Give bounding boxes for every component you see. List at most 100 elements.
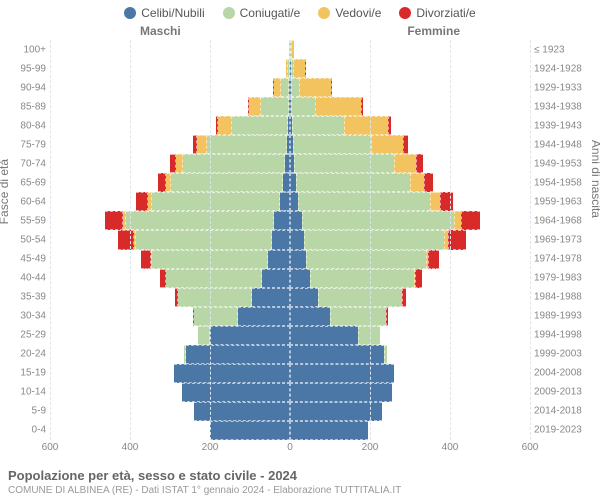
female-bar	[290, 364, 530, 383]
segment-widowed	[249, 97, 261, 116]
birth-year-label: 1979-1983	[534, 273, 588, 284]
segment-married	[166, 269, 262, 288]
segment-widowed	[315, 97, 361, 116]
age-label: 75-79	[12, 139, 46, 150]
age-label: 30-34	[12, 311, 46, 322]
age-row: 70-741949-1953	[50, 154, 530, 173]
segment-widowed	[218, 116, 232, 135]
segment-single	[290, 307, 330, 326]
segment-divorced	[403, 135, 408, 154]
rows-container: 0-42019-20235-92014-201810-142009-201315…	[50, 40, 530, 440]
age-row: 75-791944-1948	[50, 135, 530, 154]
male-bar	[50, 250, 290, 269]
legend-item: Celibi/Nubili	[124, 6, 204, 20]
segment-divorced	[428, 250, 439, 269]
age-row: 45-491974-1978	[50, 250, 530, 269]
male-bar	[50, 421, 290, 440]
x-tick: 600	[522, 442, 539, 453]
female-bar	[290, 326, 530, 345]
male-bar	[50, 364, 290, 383]
female-label: Femmine	[407, 24, 460, 38]
age-label: 20-24	[12, 349, 46, 360]
segment-divorced	[141, 250, 151, 269]
segment-single	[268, 250, 290, 269]
segment-single	[182, 383, 290, 402]
segment-married	[318, 288, 402, 307]
segment-single	[252, 288, 290, 307]
age-row: 80-841939-1943	[50, 116, 530, 135]
legend-item: Coniugati/e	[223, 6, 301, 20]
female-bar	[290, 383, 530, 402]
age-label: 35-39	[12, 292, 46, 303]
grid-line	[210, 40, 211, 440]
segment-widowed	[176, 154, 183, 173]
birth-year-label: 1954-1958	[534, 177, 588, 188]
birth-year-label: 1964-1968	[534, 215, 588, 226]
segment-widowed	[430, 192, 440, 211]
female-bar	[290, 211, 530, 230]
birth-year-label: 1969-1973	[534, 235, 588, 246]
grid-line	[450, 40, 451, 440]
segment-single	[290, 230, 304, 249]
birth-year-label: 1949-1953	[534, 158, 588, 169]
segment-single	[262, 269, 290, 288]
birth-year-label: 1929-1933	[534, 82, 588, 93]
segment-widowed	[293, 59, 305, 78]
age-row: 0-42019-2023	[50, 421, 530, 440]
segment-widowed	[344, 116, 388, 135]
age-row: 10-142009-2013	[50, 383, 530, 402]
age-label: 5-9	[12, 406, 46, 417]
segment-married	[306, 250, 426, 269]
legend-label: Coniugati/e	[240, 6, 301, 20]
segment-married	[178, 288, 252, 307]
female-bar	[290, 307, 530, 326]
segment-married	[171, 173, 283, 192]
male-bar	[50, 135, 290, 154]
segment-single	[280, 192, 290, 211]
birth-year-label: 1934-1938	[534, 101, 588, 112]
female-bar	[290, 288, 530, 307]
male-bar	[50, 173, 290, 192]
segment-married	[292, 116, 344, 135]
female-bar	[290, 192, 530, 211]
legend-label: Vedovi/e	[335, 6, 381, 20]
segment-married	[207, 135, 287, 154]
age-row: 95-991924-1928	[50, 59, 530, 78]
age-label: 90-94	[12, 82, 46, 93]
segment-single	[194, 402, 290, 421]
male-bar	[50, 345, 290, 364]
segment-widowed	[454, 211, 461, 230]
segment-married	[136, 230, 272, 249]
age-row: 90-941929-1933	[50, 78, 530, 97]
male-bar	[50, 402, 290, 421]
legend-dot	[124, 7, 136, 19]
age-row: 50-541969-1973	[50, 230, 530, 249]
female-bar	[290, 269, 530, 288]
age-label: 45-49	[12, 254, 46, 265]
male-bar	[50, 211, 290, 230]
segment-single	[290, 326, 358, 345]
age-label: 80-84	[12, 120, 46, 131]
female-bar	[290, 250, 530, 269]
chart-title: Popolazione per età, sesso e stato civil…	[8, 468, 401, 483]
female-bar	[290, 97, 530, 116]
x-tick: 0	[287, 442, 293, 453]
grid-line	[530, 40, 531, 440]
female-bar	[290, 116, 530, 135]
segment-married	[358, 326, 380, 345]
grid-line	[370, 40, 371, 440]
segment-divorced	[416, 154, 423, 173]
segment-single	[274, 211, 290, 230]
male-bar	[50, 192, 290, 211]
male-label: Maschi	[140, 24, 181, 38]
female-bar	[290, 135, 530, 154]
segment-single	[290, 211, 302, 230]
segment-widowed	[274, 78, 281, 97]
population-pyramid-chart: Celibi/NubiliConiugati/eVedovi/eDivorzia…	[0, 0, 600, 500]
chart-footer: Popolazione per età, sesso e stato civil…	[8, 468, 401, 496]
age-row: 25-291994-1998	[50, 326, 530, 345]
segment-divorced	[461, 211, 480, 230]
segment-divorced	[118, 230, 134, 249]
segment-single	[290, 421, 368, 440]
segment-widowed	[371, 135, 403, 154]
